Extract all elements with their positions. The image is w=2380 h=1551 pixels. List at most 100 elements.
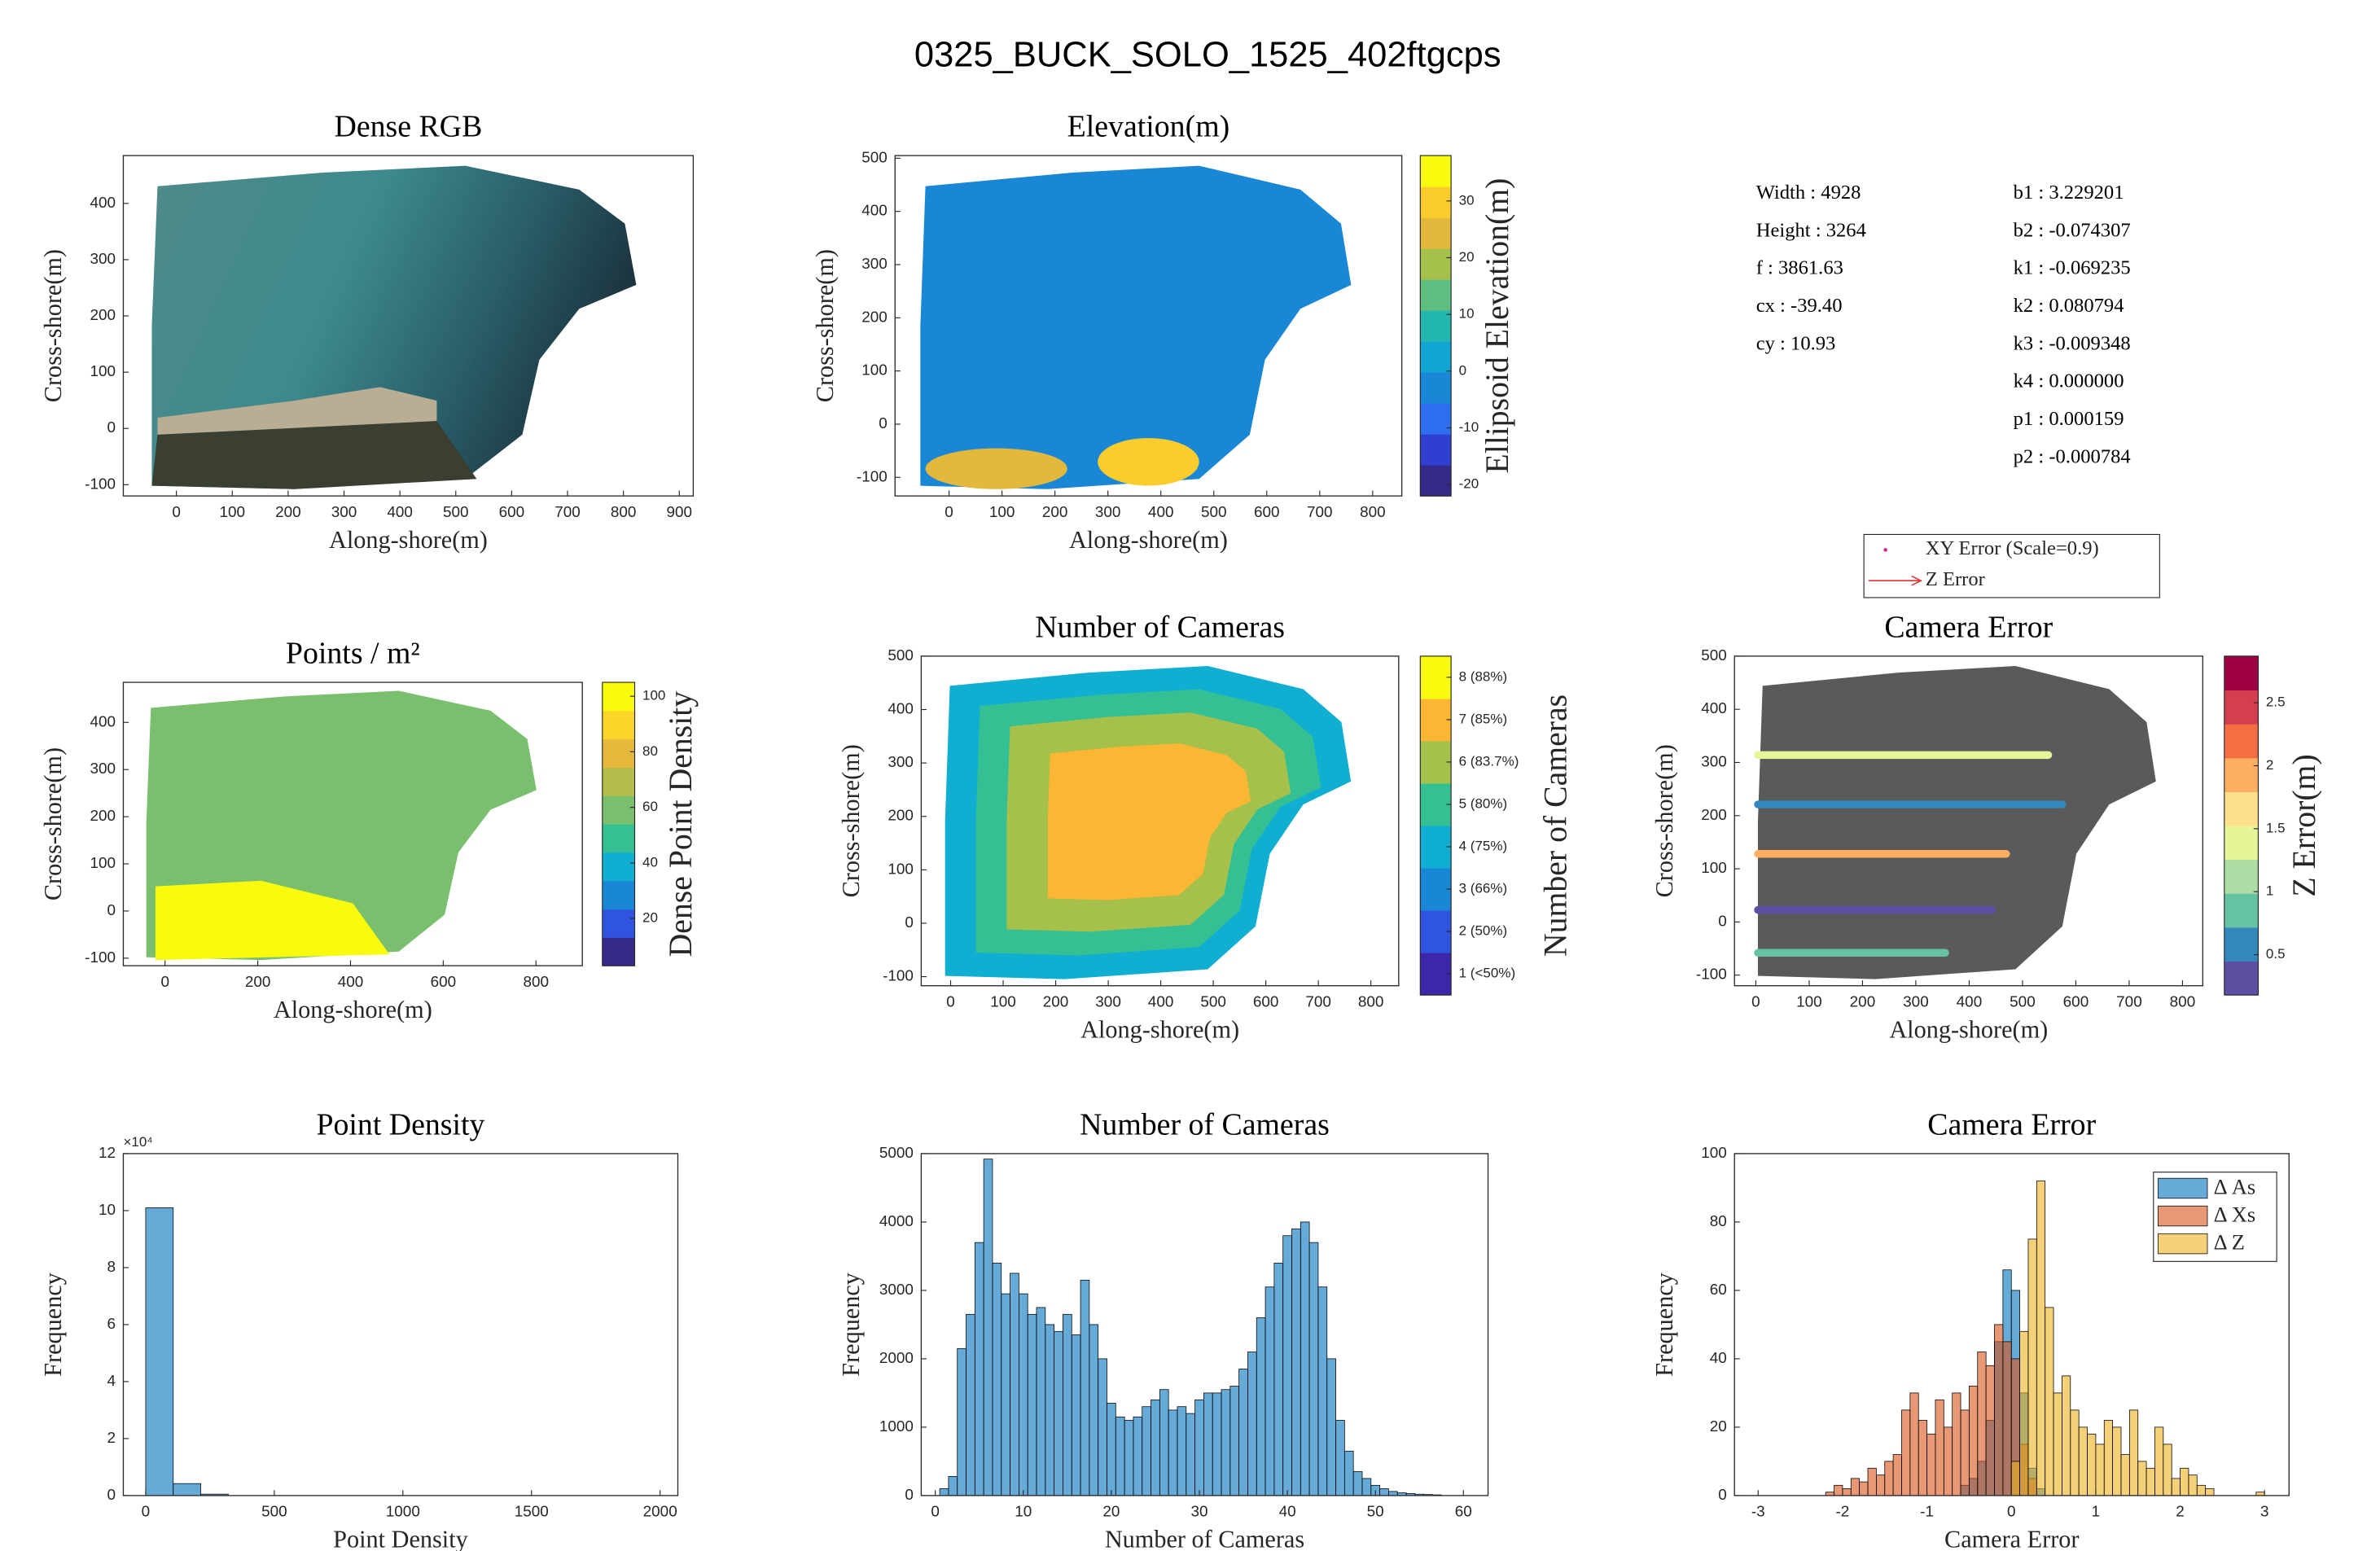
parameter: k2 : 0.080794 bbox=[2014, 295, 2124, 317]
parameter: k1 : -0.069235 bbox=[2014, 257, 2131, 279]
axes-box bbox=[920, 655, 1400, 987]
x-tick-label: 600 bbox=[431, 974, 457, 991]
colorbar-tick-label: 20 bbox=[642, 910, 658, 926]
parameter: Width : 4928 bbox=[1756, 182, 1861, 204]
histogram-bar bbox=[2019, 1330, 2029, 1496]
x-tick-label: 2000 bbox=[643, 1504, 677, 1521]
x-tick-label: 300 bbox=[1903, 994, 1929, 1011]
y-tick-label: 0 bbox=[905, 914, 914, 931]
axes-box bbox=[122, 155, 695, 497]
colorbar-band bbox=[1420, 156, 1452, 187]
histogram-bar bbox=[1098, 1358, 1107, 1496]
x-tick-label: 3 bbox=[2260, 1504, 2269, 1521]
y-tick-label: 6 bbox=[107, 1316, 116, 1333]
x-tick-label: 2 bbox=[2176, 1504, 2185, 1521]
x-tick-label: 400 bbox=[1148, 994, 1174, 1011]
histogram-bar bbox=[1901, 1409, 1911, 1496]
legend-label: Δ As bbox=[2214, 1175, 2256, 1199]
y-axis-label: Cross-shore(m) bbox=[39, 249, 67, 402]
x-tick-label: 200 bbox=[1850, 994, 1876, 1011]
x-tick-label: 400 bbox=[387, 504, 413, 521]
x-tick-label: 50 bbox=[1367, 1504, 1384, 1521]
colorbar-band bbox=[2224, 655, 2259, 691]
x-tick-label: 200 bbox=[245, 974, 271, 991]
legend-swatch bbox=[2158, 1233, 2208, 1255]
x-tick-label: 400 bbox=[1957, 994, 1983, 1011]
histogram-bar bbox=[2103, 1420, 2114, 1496]
colorbar-band bbox=[1420, 868, 1452, 911]
x-tick-label: 600 bbox=[2063, 994, 2089, 1011]
legend-label: XY Error (Scale=0.9) bbox=[1926, 537, 2099, 559]
y-tick-label: 2000 bbox=[879, 1350, 914, 1367]
colorbar-band bbox=[602, 852, 635, 882]
x-tick-label: 0 bbox=[946, 994, 955, 1011]
y-tick-label: 300 bbox=[1701, 753, 1727, 770]
histogram-bar bbox=[1115, 1416, 1125, 1496]
histogram-bar bbox=[1256, 1317, 1266, 1496]
colorbar-tick-label: 6 (83.7%) bbox=[1459, 753, 1519, 769]
colorbar-band bbox=[1420, 465, 1452, 497]
colorbar-box bbox=[1419, 655, 1452, 996]
axes-box bbox=[122, 681, 583, 966]
x-tick-label: -3 bbox=[1751, 1504, 1765, 1521]
histogram-bar bbox=[1036, 1307, 1046, 1496]
plot-area bbox=[123, 1153, 678, 1496]
x-tick-label: 60 bbox=[1455, 1504, 1472, 1521]
histogram-bar bbox=[1876, 1474, 1886, 1496]
colorbar-band bbox=[602, 795, 635, 825]
histogram-bar bbox=[1265, 1286, 1275, 1496]
chart-title: Elevation(m) bbox=[1067, 110, 1230, 144]
histogram-bar bbox=[1142, 1406, 1151, 1496]
x-tick-label: 300 bbox=[1095, 994, 1121, 1011]
colorbar-tick-label: 2 bbox=[2266, 757, 2273, 773]
parameter: b2 : -0.074307 bbox=[2014, 219, 2131, 241]
y-tick-label: 0 bbox=[1718, 1487, 1727, 1504]
chart-title: Number of Cameras bbox=[1080, 1107, 1330, 1141]
colorbar-band bbox=[2224, 757, 2259, 792]
colorbar-tick-label: 10 bbox=[1459, 306, 1475, 322]
x-axis-label: Number of Cameras bbox=[1105, 1526, 1304, 1551]
histogram-bar bbox=[2112, 1426, 2122, 1496]
chart-title: Points / m² bbox=[286, 637, 420, 671]
colorbar-band bbox=[1420, 825, 1452, 869]
chart-title: Number of Cameras bbox=[1035, 610, 1285, 644]
y-tick-label: 0 bbox=[107, 1487, 116, 1504]
y-tick-label: 400 bbox=[888, 701, 914, 718]
x-tick-label: 800 bbox=[2170, 994, 2196, 1011]
y-tick-label: 100 bbox=[1701, 1145, 1727, 1162]
histogram-bar bbox=[1994, 1324, 2004, 1496]
x-tick-label: 500 bbox=[1201, 504, 1227, 521]
y-axis-label: Cross-shore(m) bbox=[39, 747, 67, 900]
y-tick-label: -100 bbox=[883, 968, 914, 985]
colorbar-band bbox=[2224, 961, 2259, 996]
colorbar-band bbox=[1420, 310, 1452, 342]
colorbar-label: Ellipsoid Elevation(m) bbox=[1479, 178, 1515, 474]
histogram-bar bbox=[1273, 1262, 1284, 1496]
histogram-bar bbox=[948, 1476, 958, 1496]
colorbar-tick-label: 4 (75%) bbox=[1459, 838, 1508, 853]
histogram-bar bbox=[2087, 1433, 2097, 1496]
colorbar-tick-label: -10 bbox=[1459, 419, 1479, 435]
histogram-bar bbox=[1151, 1399, 1160, 1496]
colorbar-tick-label: 2.5 bbox=[2266, 694, 2286, 710]
histogram-bar bbox=[1867, 1467, 1877, 1496]
y-axis-label: Frequency bbox=[1650, 1273, 1678, 1377]
y-tick-label: 100 bbox=[90, 855, 116, 872]
y-axis-label: Cross-shore(m) bbox=[837, 744, 865, 897]
y-tick-label: 200 bbox=[90, 307, 116, 324]
x-tick-label: -1 bbox=[1920, 1504, 1934, 1521]
x-tick-label: 1 bbox=[2092, 1504, 2101, 1521]
parameter: b1 : 3.229201 bbox=[2014, 182, 2124, 204]
histogram-bar bbox=[1388, 1491, 1398, 1496]
y-tick-label: 500 bbox=[861, 149, 888, 166]
histogram-bar bbox=[2078, 1426, 2088, 1496]
histogram-bar bbox=[1282, 1235, 1292, 1496]
histogram-bar bbox=[1212, 1392, 1222, 1496]
histogram-bar bbox=[1238, 1369, 1248, 1496]
colorbar-tick-label: 60 bbox=[642, 799, 658, 814]
histogram-bar bbox=[1892, 1454, 1902, 1496]
y-tick-label: 4 bbox=[107, 1373, 116, 1390]
colorbar-band bbox=[1420, 341, 1452, 373]
histogram-bar bbox=[2120, 1454, 2130, 1496]
histogram-bar bbox=[1977, 1352, 1987, 1496]
